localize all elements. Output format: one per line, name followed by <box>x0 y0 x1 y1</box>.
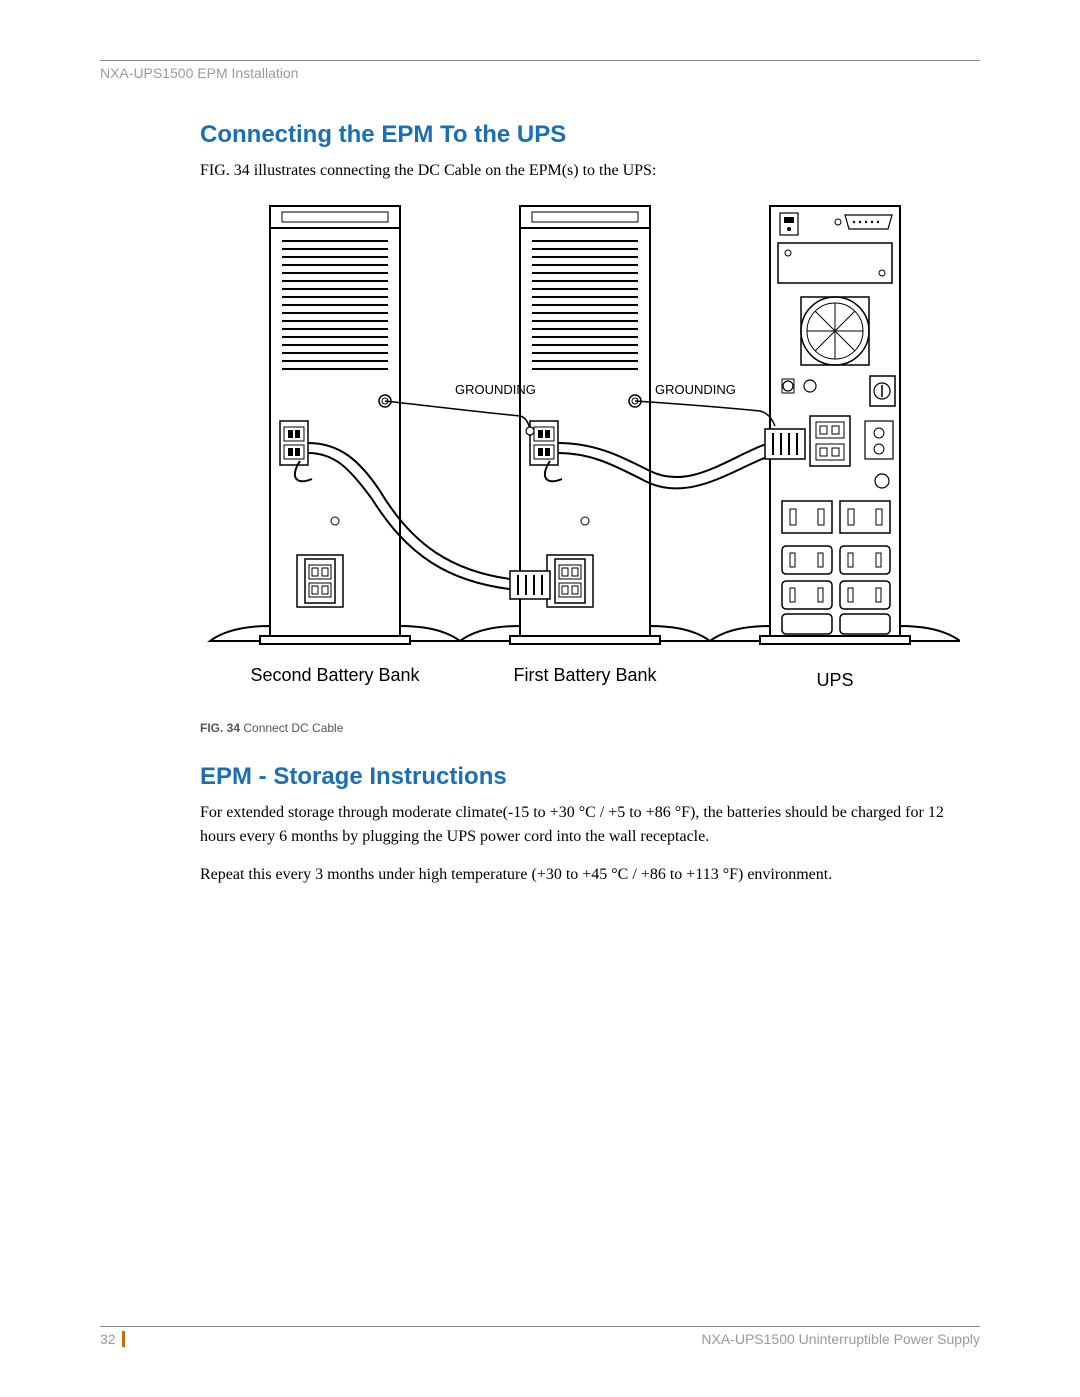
section2-p2: Repeat this every 3 months under high te… <box>200 863 980 887</box>
label-grounding-1: GROUNDING <box>455 382 536 397</box>
footer-rule <box>100 1326 980 1327</box>
figure-caption-num: FIG. 34 <box>200 721 240 735</box>
figure-caption-text: Connect DC Cable <box>240 721 343 735</box>
page-number-wrap: 32 <box>100 1331 125 1347</box>
label-grounding-2: GROUNDING <box>655 382 736 397</box>
label-first-bank: First Battery Bank <box>513 665 657 685</box>
header-text: NXA-UPS1500 EPM Installation <box>100 65 980 81</box>
section2-heading: EPM - Storage Instructions <box>200 763 980 791</box>
header-rule <box>100 60 980 61</box>
label-ups: UPS <box>816 670 853 690</box>
figure-caption: FIG. 34 Connect DC Cable <box>200 721 980 735</box>
page-footer: 32 NXA-UPS1500 Uninterruptible Power Sup… <box>100 1326 980 1347</box>
section1-intro: FIG. 34 illustrates connecting the DC Ca… <box>200 159 980 183</box>
section1-heading: Connecting the EPM To the UPS <box>200 121 980 149</box>
figure-diagram: GROUNDING GROUNDING Second Battery Bank … <box>200 201 960 711</box>
footer-text: NXA-UPS1500 Uninterruptible Power Supply <box>701 1331 980 1347</box>
main-content: Connecting the EPM To the UPS FIG. 34 il… <box>100 121 980 887</box>
section2-p1: For extended storage through moderate cl… <box>200 801 980 849</box>
label-second-bank: Second Battery Bank <box>250 665 420 685</box>
page-number: 32 <box>100 1331 116 1347</box>
page-accent-bar <box>122 1331 125 1347</box>
